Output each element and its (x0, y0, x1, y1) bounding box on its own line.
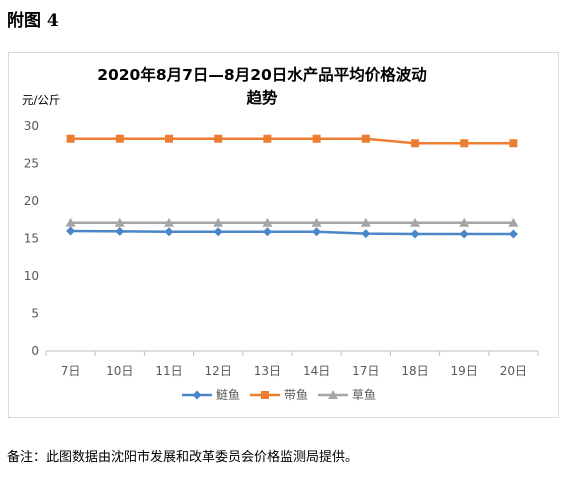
data-point (360, 217, 371, 227)
x-tick-label: 11日 (155, 364, 182, 378)
footnote: 备注：此图数据由沈阳市发展和改革委员会价格监测局提供。 (7, 450, 359, 465)
series-line (70, 229, 514, 236)
y-tick-label: 10 (24, 269, 39, 283)
data-point (459, 217, 470, 227)
series-1 (66, 226, 518, 239)
legend-label: 带鱼 (284, 388, 308, 402)
data-point (262, 217, 273, 227)
data-point (115, 226, 125, 236)
series-layer (65, 134, 519, 239)
data-point (114, 217, 125, 227)
data-point (311, 217, 322, 227)
data-point (410, 217, 420, 227)
legend-marker (261, 391, 269, 399)
data-point (509, 139, 518, 148)
legend-item: 带鱼 (250, 388, 308, 402)
series-line (70, 137, 514, 145)
chart-title: 2020年8月7日—8月20日水产品平均价格波动 趋势 (97, 65, 427, 107)
y-tick-label: 0 (31, 344, 39, 358)
legend-marker (192, 390, 202, 400)
data-point (410, 229, 420, 239)
chart-title-line-2: 趋势 (246, 88, 278, 107)
x-tick-label: 10日 (106, 364, 133, 378)
legend: 鲢鱼 带鱼 草鱼 (182, 387, 376, 402)
x-tick-label: 12日 (205, 364, 232, 378)
data-point (66, 134, 75, 143)
data-point (164, 227, 174, 237)
data-point (214, 134, 223, 143)
data-point (508, 229, 518, 239)
data-point (165, 134, 173, 143)
legend-label: 鲢鱼 (216, 387, 240, 402)
data-point (312, 227, 322, 237)
x-tick-label: 17日 (352, 364, 379, 378)
y-tick-label: 25 (24, 157, 39, 171)
data-point (164, 217, 174, 227)
x-tick-label: 13日 (254, 364, 281, 378)
data-point (213, 217, 224, 227)
data-point (115, 134, 124, 143)
chart-title-line-1: 2020年8月7日—8月20日水产品平均价格波动 (97, 65, 427, 84)
legend-item: 鲢鱼 (182, 387, 240, 402)
data-point (262, 227, 272, 237)
data-point (263, 134, 272, 143)
data-point (411, 139, 419, 148)
series-2 (66, 134, 518, 148)
data-point (361, 229, 371, 239)
x-tick-label: 19日 (451, 364, 478, 378)
x-tick-label: 18日 (401, 364, 428, 378)
x-tick-label: 7日 (61, 364, 81, 378)
figure-label: 附图 4 (7, 11, 59, 31)
y-tick-label: 15 (24, 232, 39, 246)
data-point (361, 134, 370, 143)
legend-item: 草鱼 (318, 388, 376, 402)
data-point (460, 139, 469, 148)
y-tick-label: 5 (31, 307, 39, 321)
legend-marker (328, 390, 338, 399)
y-axis-label: 元/公斤 (22, 93, 60, 107)
data-point (459, 229, 469, 239)
legend-label: 草鱼 (352, 388, 376, 402)
axes: 0 5 10 15 20 25 30 7日 10日 11日 12日 13日 14日 17日 18日 19日 20… (24, 119, 539, 378)
x-tick-label: 14日 (303, 364, 330, 378)
data-point (213, 227, 223, 237)
x-tick-label: 20日 (500, 364, 527, 378)
data-point (508, 217, 519, 227)
series-3 (65, 217, 519, 227)
y-tick-label: 30 (24, 119, 39, 133)
data-point (65, 217, 76, 227)
data-point (312, 134, 321, 143)
y-tick-label: 20 (24, 194, 39, 208)
chart-frame (8, 52, 559, 418)
data-point (66, 226, 76, 236)
